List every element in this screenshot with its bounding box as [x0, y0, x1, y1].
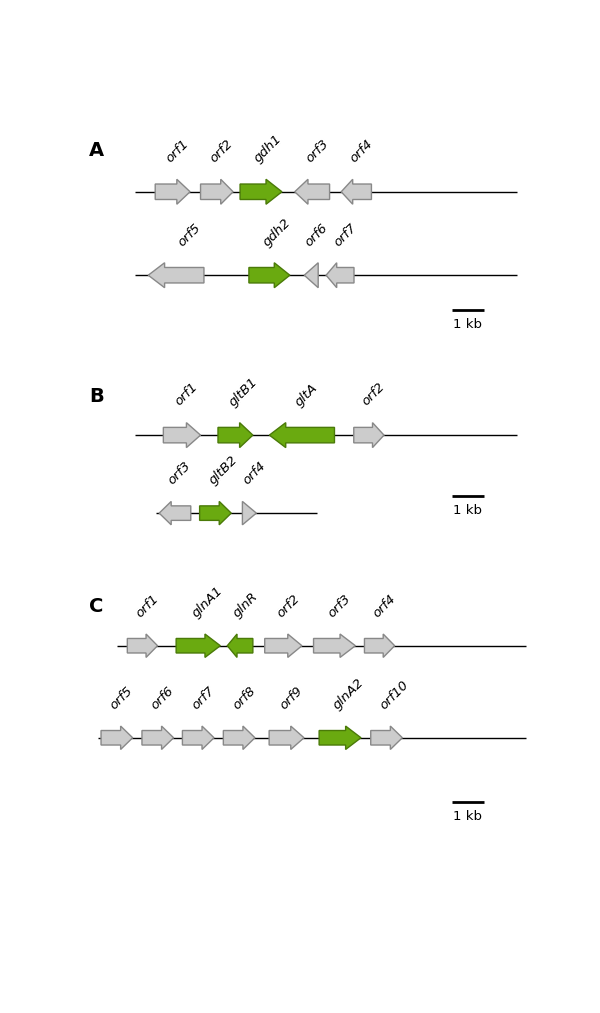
Text: orf1: orf1	[173, 381, 201, 408]
Text: orf2: orf2	[359, 381, 388, 408]
Text: orf2: orf2	[274, 592, 302, 620]
Text: orf7: orf7	[331, 221, 359, 249]
Text: orf9: orf9	[277, 684, 305, 712]
Polygon shape	[364, 634, 395, 657]
Text: orf3: orf3	[166, 459, 194, 487]
Text: gdh1: gdh1	[252, 133, 284, 165]
Polygon shape	[159, 501, 191, 525]
Text: orf1: orf1	[163, 137, 191, 165]
Polygon shape	[240, 179, 282, 205]
Text: orf4: orf4	[347, 137, 375, 165]
Text: 1 kb: 1 kb	[454, 809, 482, 823]
Text: glnA1: glnA1	[189, 585, 225, 620]
Text: 1 kb: 1 kb	[454, 318, 482, 331]
Polygon shape	[142, 726, 173, 750]
Polygon shape	[101, 726, 133, 750]
Text: glnA2: glnA2	[331, 676, 367, 712]
Polygon shape	[223, 726, 255, 750]
Polygon shape	[155, 179, 190, 205]
Text: gdh2: gdh2	[260, 216, 293, 249]
Text: A: A	[89, 141, 104, 160]
Text: 1 kb: 1 kb	[454, 503, 482, 517]
Polygon shape	[295, 179, 329, 205]
Text: orf3: orf3	[325, 592, 353, 620]
Text: orf7: orf7	[189, 684, 217, 712]
Polygon shape	[314, 634, 355, 657]
Polygon shape	[249, 262, 290, 288]
Text: orf5: orf5	[175, 221, 203, 249]
Text: orf3: orf3	[303, 137, 331, 165]
Polygon shape	[265, 634, 302, 657]
Text: glnR: glnR	[231, 590, 261, 620]
Text: orf6: orf6	[149, 684, 176, 712]
Polygon shape	[269, 422, 334, 448]
Text: orf2: orf2	[208, 137, 236, 165]
Polygon shape	[354, 422, 384, 448]
Polygon shape	[176, 634, 220, 657]
Text: orf5: orf5	[107, 684, 136, 712]
Text: orf4: orf4	[370, 592, 398, 620]
Polygon shape	[200, 179, 233, 205]
Polygon shape	[163, 422, 200, 448]
Text: orf4: orf4	[240, 459, 268, 487]
Polygon shape	[127, 634, 158, 657]
Text: orf10: orf10	[377, 678, 411, 712]
Polygon shape	[326, 262, 354, 288]
Polygon shape	[341, 179, 371, 205]
Polygon shape	[227, 634, 253, 657]
Text: B: B	[89, 387, 104, 406]
Polygon shape	[200, 501, 231, 525]
Text: gltB2: gltB2	[206, 454, 240, 487]
Text: gltA: gltA	[293, 381, 320, 408]
Text: orf6: orf6	[302, 221, 330, 249]
Polygon shape	[242, 501, 256, 525]
Polygon shape	[182, 726, 214, 750]
Polygon shape	[269, 726, 304, 750]
Text: C: C	[89, 598, 103, 616]
Text: gltB1: gltB1	[226, 375, 260, 408]
Polygon shape	[319, 726, 361, 750]
Polygon shape	[371, 726, 403, 750]
Polygon shape	[218, 422, 253, 448]
Polygon shape	[148, 262, 204, 288]
Text: orf1: orf1	[133, 592, 161, 620]
Text: orf8: orf8	[230, 684, 258, 712]
Polygon shape	[304, 262, 318, 288]
